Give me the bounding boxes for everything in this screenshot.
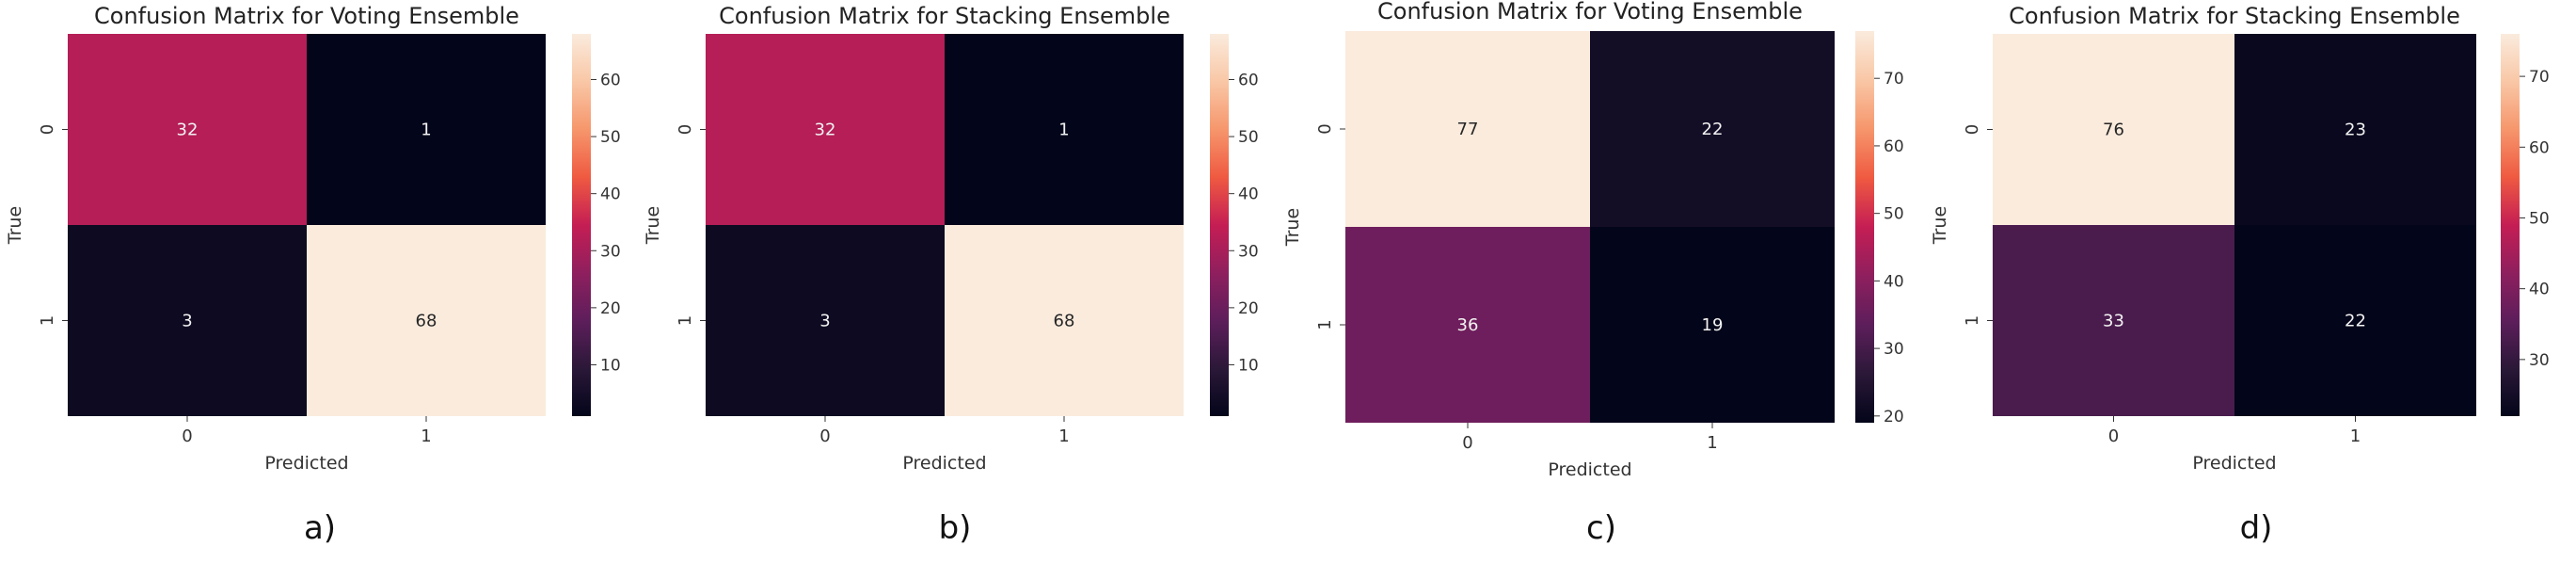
colorbar-tick-label: 70 (1884, 70, 1904, 88)
chart-title: Confusion Matrix for Voting Ensemble (94, 3, 519, 29)
cell-value-label: 32 (815, 121, 836, 140)
heatmap-cell (1345, 31, 1590, 227)
panel-caption: a) (304, 509, 336, 547)
x-axis-label: Predicted (1548, 459, 1631, 480)
y-tick-label: 0 (38, 124, 57, 135)
cell-value-label: 36 (1457, 315, 1479, 335)
heatmap-panel: Confusion Matrix for Voting Ensemble 77 22… (1282, 0, 1904, 547)
colorbar-tick-label: 50 (1884, 205, 1904, 224)
cell-value-label: 77 (1457, 120, 1479, 139)
x-axis-label: Predicted (902, 453, 986, 474)
heatmap-panel: Confusion Matrix for Voting Ensemble 32 1 3… (5, 3, 621, 547)
y-tick-label: 1 (676, 315, 695, 326)
y-tick-label: 1 (1315, 319, 1335, 330)
colorbar-tick-label: 20 (600, 299, 621, 318)
colorbar-tick-label: 10 (1238, 356, 1259, 375)
heatmap-cell (68, 225, 307, 416)
colorbar-tick-label: 40 (600, 185, 621, 204)
cell-value-label: 22 (2345, 312, 2366, 331)
colorbar-tick-label: 30 (1238, 242, 1259, 261)
colorbar-tick-label: 60 (600, 71, 621, 89)
x-tick-label: 1 (1707, 433, 1717, 453)
heatmap-cell (68, 34, 307, 225)
cell-value-label: 33 (2103, 312, 2124, 331)
heatmap-cell (307, 34, 546, 225)
colorbar (1210, 34, 1229, 416)
colorbar-tick-label: 20 (1238, 299, 1259, 318)
colorbar-tick-label: 50 (2529, 209, 2550, 228)
chart-title: Confusion Matrix for Stacking Ensemble (2009, 3, 2460, 29)
colorbar-tick-label: 70 (2529, 68, 2550, 87)
colorbar-tick-label: 60 (1884, 137, 1904, 156)
heatmap-panel: Confusion Matrix for Stacking Ensemble32… (643, 3, 1259, 547)
cell-value-label: 19 (1702, 315, 1724, 335)
heatmap-cell (1590, 31, 1835, 227)
colorbar-tick-label: 20 (1884, 408, 1904, 426)
heatmap-cell (2234, 34, 2476, 225)
colorbar (1855, 31, 1874, 423)
heatmap-cell (1993, 225, 2234, 416)
colorbar-tick-label: 50 (600, 128, 621, 147)
colorbar (572, 34, 591, 416)
colorbar-tick-label: 60 (1238, 71, 1259, 89)
x-tick-label: 0 (182, 426, 192, 446)
chart-title: Confusion Matrix for Stacking Ensemble (719, 3, 1170, 29)
y-tick-label: 0 (1315, 123, 1335, 134)
y-tick-label: 1 (1963, 315, 1982, 326)
colorbar-tick-label: 40 (2529, 281, 2550, 299)
colorbar-tick-label: 30 (600, 242, 621, 261)
x-tick-label: 0 (819, 426, 830, 446)
heatmap-cell (945, 34, 1184, 225)
heatmap-cell (706, 225, 945, 416)
y-axis-label: True (1282, 208, 1303, 247)
cell-value-label: 23 (2345, 121, 2366, 140)
panel-caption: b) (939, 509, 972, 547)
cell-value-label: 76 (2103, 121, 2124, 140)
colorbar (2501, 34, 2520, 416)
x-axis-label: Predicted (2192, 453, 2276, 474)
x-tick-label: 1 (1058, 426, 1069, 446)
panel-caption: d) (2240, 509, 2273, 547)
colorbar-tick-label: 30 (1884, 340, 1904, 359)
cell-value-label: 3 (182, 312, 192, 331)
cell-value-label: 68 (1054, 312, 1075, 331)
heatmap-cell (1590, 227, 1835, 423)
chart-title: Confusion Matrix for Voting Ensemble (1377, 0, 1803, 24)
x-tick-label: 1 (2350, 426, 2361, 446)
x-tick-label: 0 (1462, 433, 1472, 453)
cell-value-label: 1 (1058, 121, 1069, 140)
colorbar-tick-label: 10 (600, 356, 621, 375)
heatmap-panel: Confusion Matrix for Stacking Ensemble 76… (1930, 3, 2550, 547)
colorbar-tick-label: 40 (1238, 185, 1259, 204)
cell-value-label: 1 (421, 121, 431, 140)
heatmap-cell (706, 34, 945, 225)
x-tick-label: 1 (421, 426, 431, 446)
cell-value-label: 32 (177, 121, 199, 140)
y-axis-label: True (1930, 206, 1950, 245)
y-tick-label: 0 (1963, 124, 1982, 135)
x-tick-label: 0 (2108, 426, 2119, 446)
heatmap-cell (307, 225, 546, 416)
cell-value-label: 22 (1702, 120, 1724, 139)
colorbar-tick-label: 50 (1238, 128, 1259, 147)
heatmap-cell (1993, 34, 2234, 225)
cell-value-label: 68 (416, 312, 437, 331)
y-axis-label: True (643, 206, 663, 245)
heatmap-cell (945, 225, 1184, 416)
x-axis-label: Predicted (264, 453, 348, 474)
colorbar-tick-label: 60 (2529, 138, 2550, 157)
y-tick-label: 1 (38, 315, 57, 326)
cell-value-label: 3 (819, 312, 830, 331)
heatmap-cell (2234, 225, 2476, 416)
panel-caption: c) (1586, 509, 1616, 547)
y-tick-label: 0 (676, 124, 695, 135)
heatmap-cell (1345, 227, 1590, 423)
colorbar-tick-label: 30 (2529, 351, 2550, 370)
y-axis-label: True (5, 206, 25, 245)
colorbar-tick-label: 40 (1884, 272, 1904, 291)
